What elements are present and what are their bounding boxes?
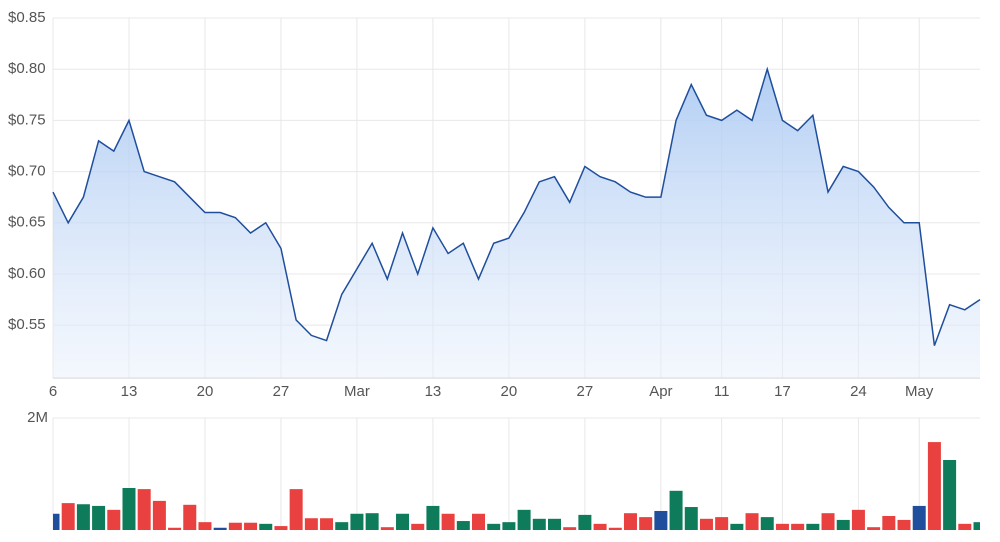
volume-bar — [244, 522, 258, 530]
x-tick-label: 13 — [121, 383, 138, 400]
x-tick-label: 6 — [49, 383, 57, 400]
y-tick-label: $0.70 — [8, 163, 46, 180]
y-tick-label: $0.55 — [8, 316, 46, 333]
price-area — [53, 69, 980, 378]
volume-bar — [593, 523, 607, 530]
volume-bar — [791, 523, 805, 530]
volume-bar — [806, 523, 820, 530]
volume-bar — [608, 527, 622, 530]
y-tick-label: $0.75 — [8, 111, 46, 128]
volume-bar — [335, 522, 349, 530]
volume-bar — [396, 513, 410, 530]
volume-bar — [973, 522, 980, 530]
volume-bar — [426, 505, 440, 530]
volume-bar — [760, 517, 774, 530]
volume-bar — [228, 522, 242, 530]
volume-bar — [213, 527, 227, 530]
volume-bar — [563, 527, 577, 530]
volume-bar — [92, 505, 106, 530]
volume-bar — [107, 509, 121, 530]
volume-bar — [669, 490, 683, 530]
volume-bar — [304, 518, 318, 530]
volume-bar — [517, 509, 531, 530]
volume-bar — [532, 518, 546, 530]
volume-bar — [472, 513, 486, 530]
y-tick-label: $0.65 — [8, 214, 46, 231]
volume-bar — [851, 509, 865, 530]
volume-bar — [882, 516, 896, 530]
y-tick-label: $0.60 — [8, 265, 46, 282]
volume-bar — [958, 523, 972, 530]
volume-bar — [289, 489, 303, 530]
volume-bar — [639, 517, 653, 530]
volume-bar — [122, 488, 136, 530]
volume-bar — [943, 460, 957, 530]
volume-bar — [441, 513, 455, 530]
volume-bar — [699, 518, 713, 530]
volume-bar — [775, 523, 789, 530]
volume-bar — [61, 503, 75, 530]
volume-bar — [411, 523, 425, 530]
volume-bar — [821, 513, 835, 530]
volume-bar — [198, 522, 212, 530]
volume-bar — [487, 523, 501, 530]
volume-bar — [456, 521, 470, 530]
volume-bar — [745, 513, 759, 530]
x-tick-label: 27 — [273, 383, 290, 400]
volume-bar — [836, 519, 850, 530]
x-tick-label: 13 — [425, 383, 442, 400]
y-tick-label: 2M — [27, 409, 48, 426]
volume-bar — [730, 523, 744, 530]
x-tick-label: 11 — [714, 383, 730, 400]
x-tick-label: 17 — [774, 383, 791, 400]
volume-bar — [927, 442, 941, 530]
x-tick-label: May — [905, 383, 934, 400]
x-tick-label: Mar — [344, 383, 370, 400]
volume-bar — [684, 507, 698, 530]
price-line — [52, 66, 981, 346]
volume-bar — [547, 518, 561, 530]
volume-bar — [912, 505, 926, 530]
volume-bar — [502, 522, 516, 530]
volume-bar — [259, 523, 273, 530]
x-tick-label: 20 — [197, 383, 214, 400]
volume-bar — [365, 513, 379, 530]
y-tick-label: $0.80 — [8, 60, 46, 77]
volume-bar — [320, 518, 334, 530]
x-tick-label: 24 — [850, 383, 867, 400]
volume-bar — [623, 513, 637, 530]
volume-bar — [274, 526, 288, 530]
x-tick-label: Apr — [649, 383, 672, 400]
volume-bar — [654, 510, 668, 530]
volume-bar — [897, 519, 911, 530]
y-tick-label: $0.85 — [8, 9, 46, 26]
volume-bar — [53, 513, 60, 530]
volume-bar — [168, 527, 182, 530]
volume-bar — [137, 489, 151, 530]
volume-bar — [715, 517, 729, 530]
volume-bar — [152, 500, 166, 530]
volume-bar — [76, 504, 90, 530]
x-tick-label: 27 — [577, 383, 594, 400]
volume-bar — [578, 514, 592, 530]
volume-bar — [350, 513, 364, 530]
volume-bar — [867, 527, 881, 530]
x-tick-label: 20 — [501, 383, 518, 400]
volume-bar — [183, 504, 197, 530]
volume-bar — [380, 527, 394, 530]
